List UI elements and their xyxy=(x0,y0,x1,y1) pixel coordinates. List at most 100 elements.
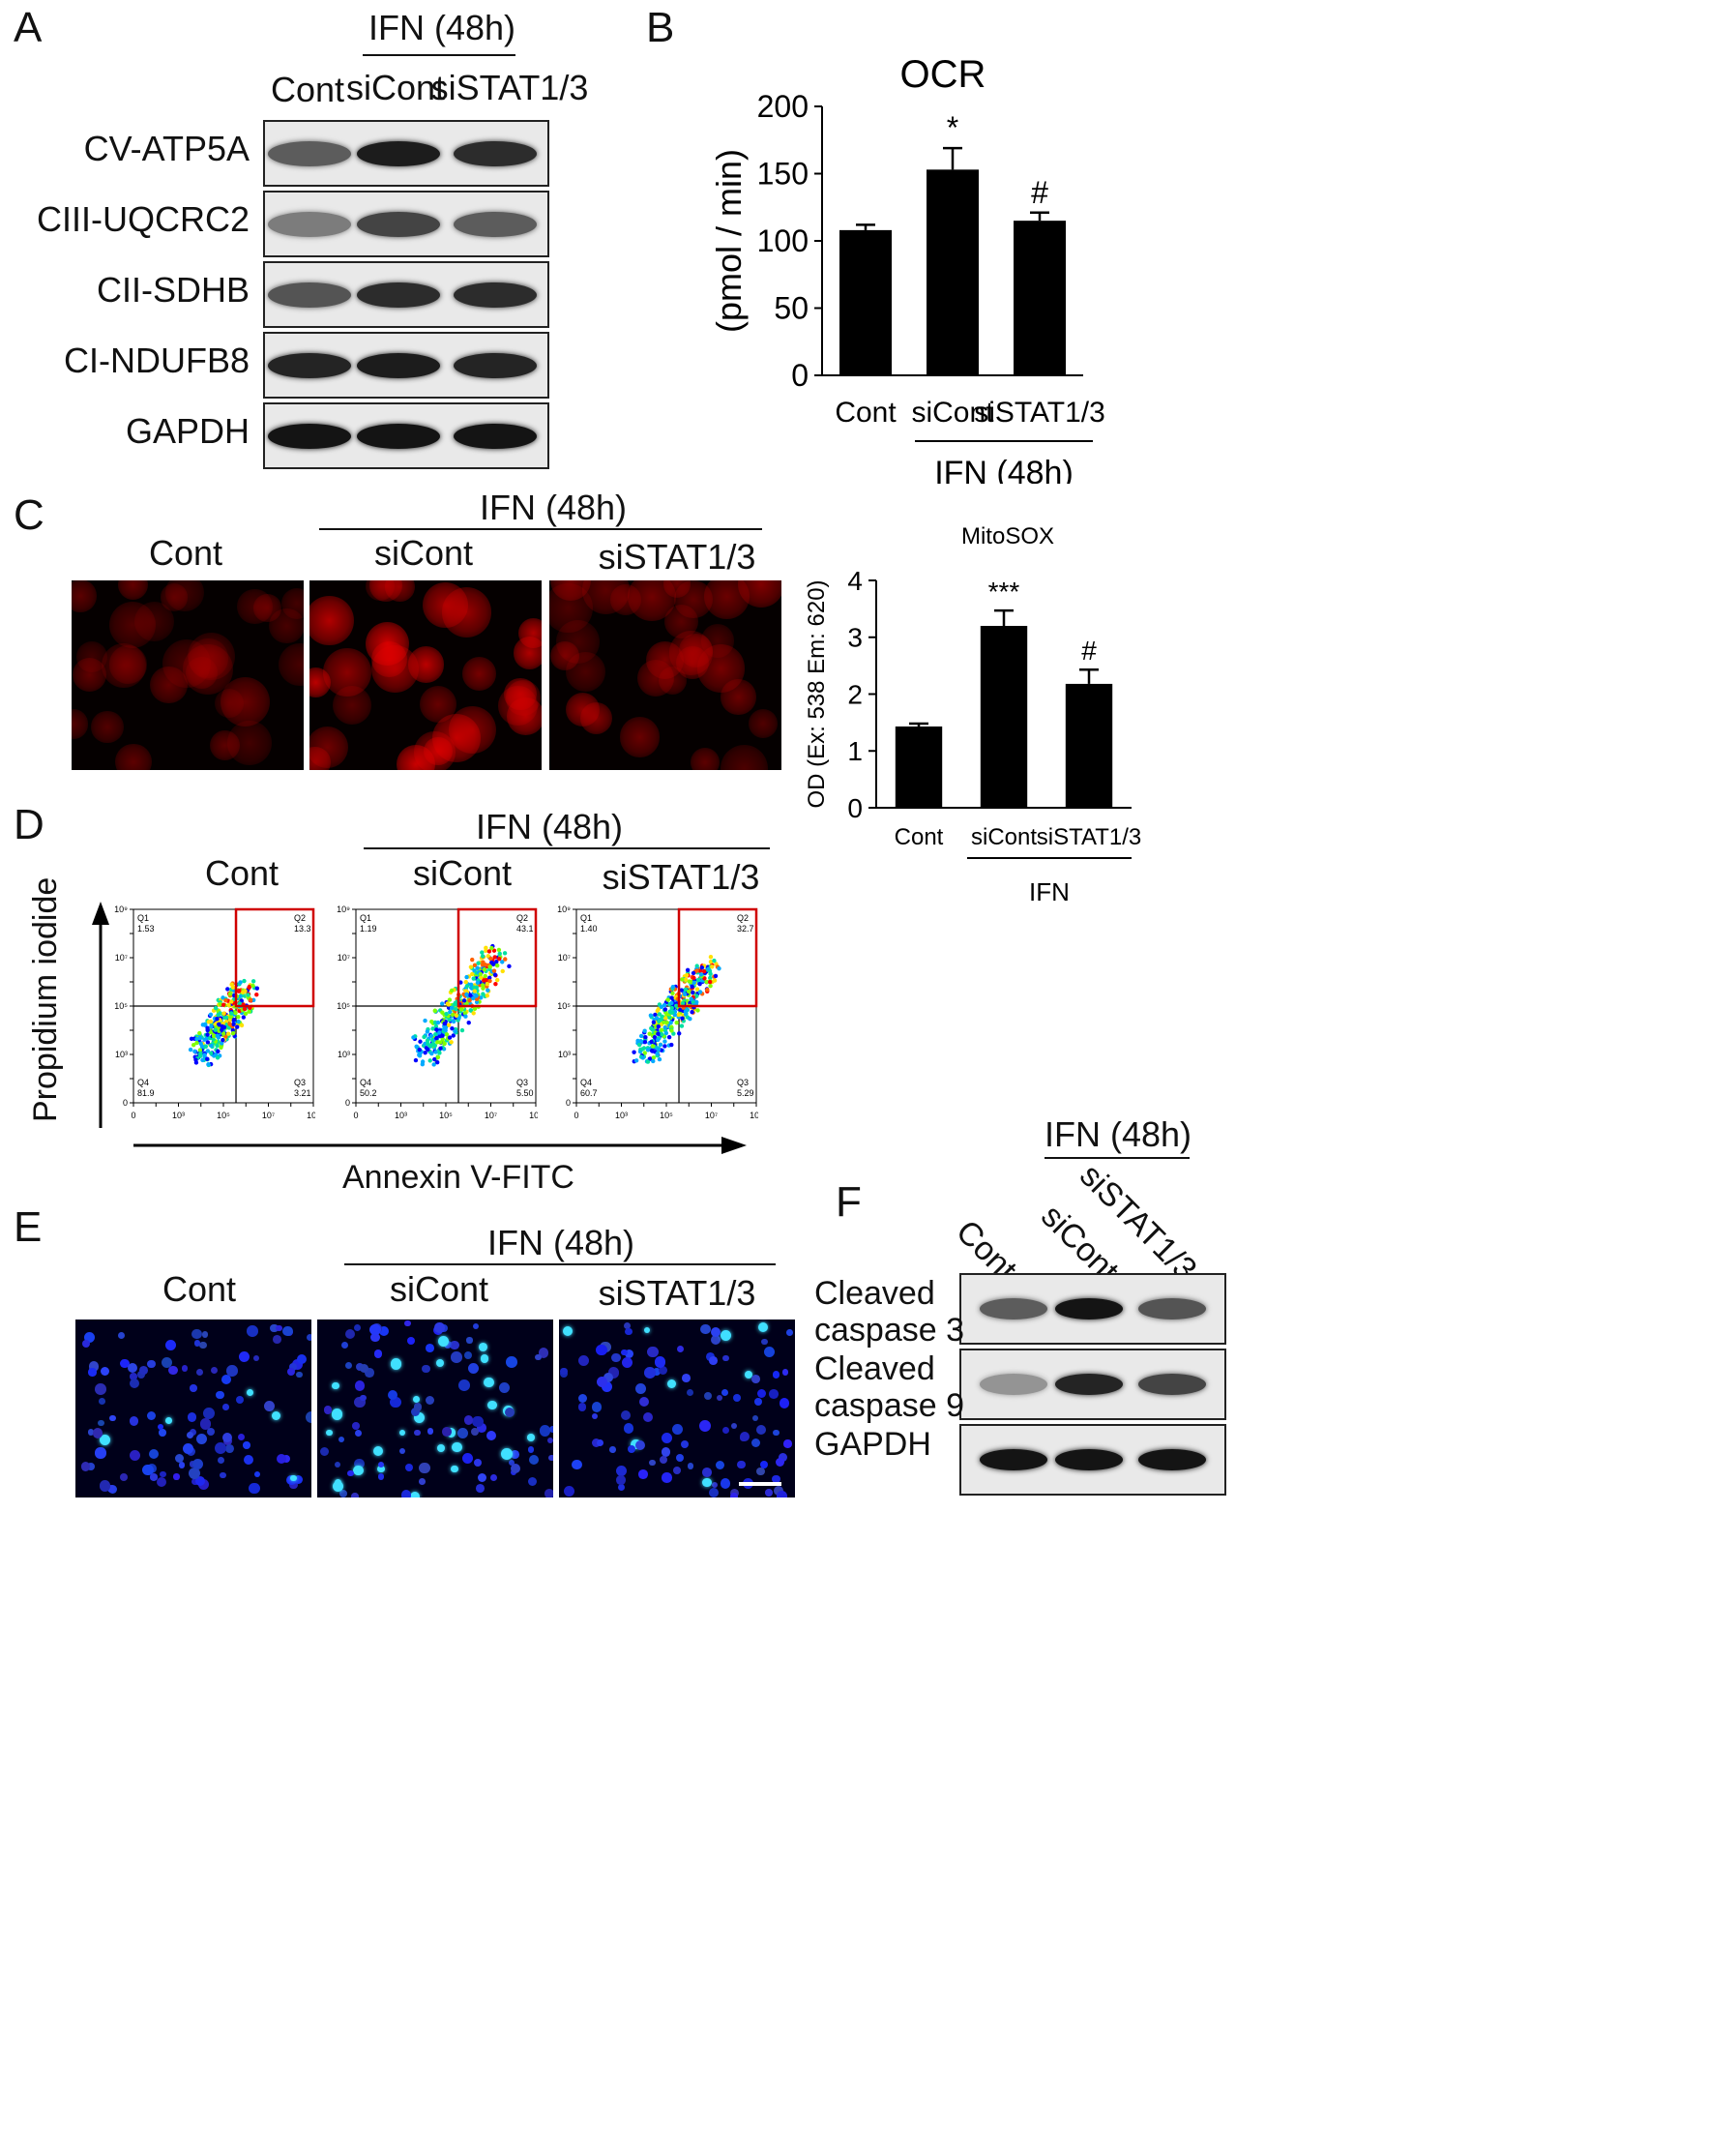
event-dot xyxy=(228,1014,233,1020)
x-tick-label: 0 xyxy=(574,1111,578,1120)
nucleus-dot xyxy=(246,1388,253,1396)
event-dot xyxy=(413,1057,419,1063)
y-axis-label: OD (Ex: 538 Em: 620) xyxy=(804,579,830,808)
blot-strip-1 xyxy=(959,1349,1226,1420)
event-dot xyxy=(484,948,488,954)
nucleus-dot xyxy=(159,1429,166,1437)
panel-a-ifn-label: IFN (48h) xyxy=(368,8,516,47)
nucleus-dot xyxy=(201,1331,209,1338)
nucleus-dot xyxy=(477,1473,486,1483)
event-dot xyxy=(683,977,689,982)
event-dot xyxy=(639,1047,645,1052)
bar xyxy=(895,726,943,808)
cell-spot xyxy=(115,743,152,770)
nucleus-dot xyxy=(414,1429,421,1437)
nucleus-dot xyxy=(759,1460,769,1468)
nucleus-dot xyxy=(527,1446,535,1453)
event-dot xyxy=(638,1033,644,1039)
panel-d-col-sicont: siCont xyxy=(412,853,513,893)
y-tick-label: 3 xyxy=(847,623,863,653)
event-dot xyxy=(480,954,485,959)
event-dot xyxy=(699,965,705,970)
nucleus-dot xyxy=(702,1468,712,1478)
nucleus-dot xyxy=(487,1400,497,1410)
nucleus-dot xyxy=(344,1329,355,1340)
x-tick-label: 10³ xyxy=(172,1111,185,1120)
panel-c-col-cont: Cont xyxy=(148,533,223,573)
cell-spot xyxy=(309,667,332,697)
event-dot xyxy=(662,1039,667,1044)
nucleus-dot xyxy=(136,1371,145,1379)
event-dot xyxy=(497,951,502,956)
event-dot xyxy=(689,996,693,1001)
significance-mark: # xyxy=(1081,636,1097,666)
nucleus-dot xyxy=(127,1362,138,1374)
nucleus-dot xyxy=(623,1423,633,1434)
event-dot xyxy=(213,1052,219,1057)
panel-c-ifn-bracket xyxy=(319,528,762,530)
event-dot xyxy=(662,1007,668,1012)
nucleus-dot xyxy=(764,1489,773,1497)
event-dot xyxy=(481,983,485,988)
panel-a-ifn-bracket xyxy=(363,54,515,56)
nucleus-dot xyxy=(167,1365,178,1376)
event-dot xyxy=(249,997,253,1002)
event-dot xyxy=(708,959,714,964)
x-tick-label: Cont xyxy=(835,397,897,429)
cell-spot xyxy=(160,583,188,611)
event-dot xyxy=(231,1022,236,1027)
y-tick-label: 0 xyxy=(791,358,809,393)
nucleus-dot xyxy=(577,1402,587,1411)
nucleus-dot xyxy=(751,1374,761,1383)
event-dot xyxy=(662,1025,667,1030)
nucleus-dot xyxy=(377,1461,385,1468)
nucleus-dot xyxy=(462,1452,474,1465)
event-dot xyxy=(663,1016,668,1021)
nucleus-dot xyxy=(100,1366,109,1377)
event-dot xyxy=(449,988,455,993)
event-dot xyxy=(205,1056,210,1061)
nucleus-dot xyxy=(779,1398,790,1409)
nucleus-dot xyxy=(716,1460,725,1469)
event-dot xyxy=(695,977,701,983)
event-dot xyxy=(680,1016,685,1021)
event-dot xyxy=(218,1001,222,1007)
blot-band xyxy=(268,352,351,378)
event-dot xyxy=(471,976,476,981)
nucleus-dot xyxy=(193,1339,201,1347)
nucleus-dot xyxy=(676,1345,685,1353)
nucleus-dot xyxy=(99,1397,106,1405)
event-dot xyxy=(433,1031,438,1037)
event-dot xyxy=(459,1027,465,1033)
event-dot xyxy=(676,1012,681,1018)
nucleus-dot xyxy=(412,1395,421,1404)
nucleus-dot xyxy=(246,1325,258,1337)
quadrant-value: 32.7 xyxy=(737,924,754,934)
cell-spot xyxy=(253,594,281,622)
nucleus-dot xyxy=(161,1356,173,1368)
event-dot xyxy=(688,1017,692,1022)
nucleus-dot xyxy=(562,1325,574,1337)
event-dot xyxy=(483,973,487,979)
event-dot xyxy=(487,975,492,980)
nucleus-dot xyxy=(411,1407,421,1417)
panel-d-ifn-label: IFN (48h) xyxy=(475,807,624,846)
blot-strip-2 xyxy=(959,1424,1226,1496)
panel-e-col-cont: Cont xyxy=(162,1269,237,1309)
event-dot xyxy=(216,1022,221,1027)
event-dot xyxy=(468,964,474,969)
event-dot xyxy=(426,1047,430,1053)
event-dot xyxy=(694,987,700,992)
nucleus-dot xyxy=(631,1438,641,1450)
nucleus-dot xyxy=(761,1338,768,1346)
event-dot xyxy=(691,970,696,976)
event-dot xyxy=(680,1000,686,1006)
y-tick-label: 10⁹ xyxy=(337,904,350,914)
event-dot xyxy=(685,967,691,973)
mitosox-image-2 xyxy=(549,580,781,770)
event-dot xyxy=(702,976,707,981)
nucleus-dot xyxy=(286,1367,295,1376)
nucleus-dot xyxy=(360,1394,367,1402)
event-dot xyxy=(708,975,713,981)
panel-d-x-arrow xyxy=(133,1137,747,1154)
